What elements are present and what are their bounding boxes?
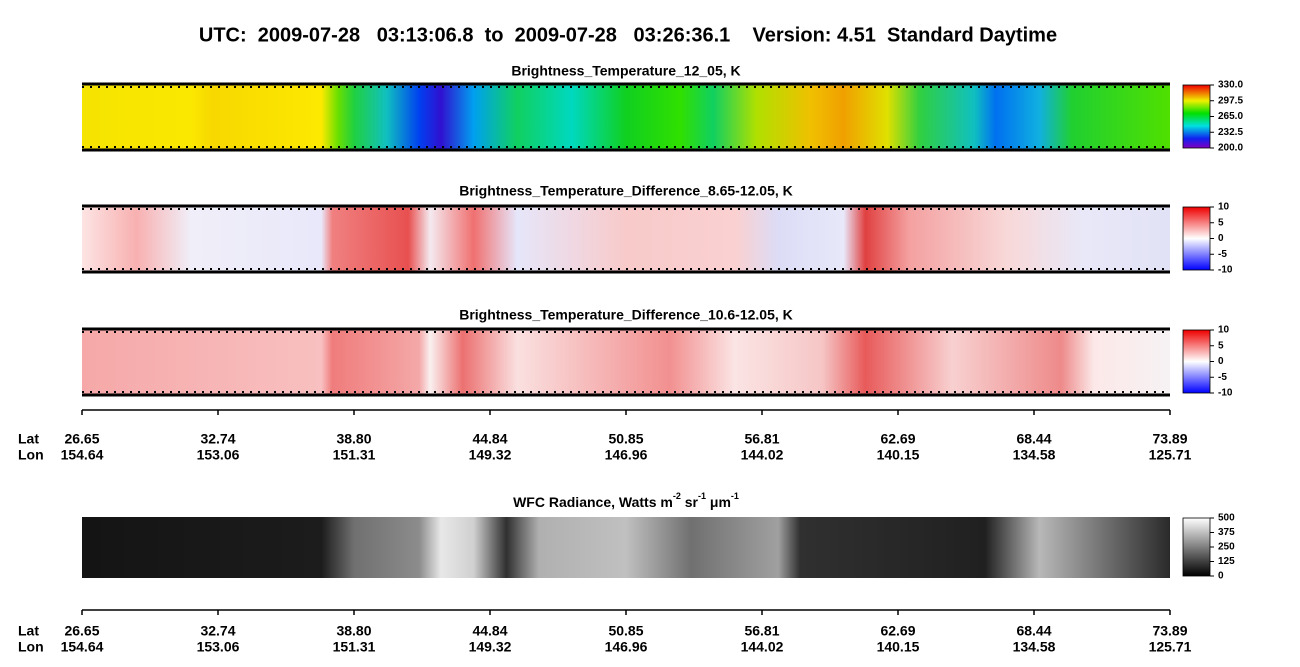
title-part: -1 [731, 491, 739, 501]
colorbar-tick-label: 10 [1218, 202, 1230, 213]
colorbar [1182, 329, 1211, 394]
lon-label: 153.06 [197, 639, 240, 655]
colorbar-tick-label: 265.0 [1218, 111, 1243, 122]
colorbar-tick-label: 250 [1218, 542, 1235, 553]
lat-label: 50.85 [608, 431, 643, 447]
colorbar-tick-label: -10 [1218, 388, 1233, 399]
axis-row-label: Lon [18, 639, 44, 655]
lon-label: 153.06 [197, 447, 240, 463]
lat-label: 56.81 [744, 623, 779, 639]
colorbar-tick-label: 232.5 [1218, 127, 1243, 138]
lat-label: 26.65 [64, 623, 99, 639]
lat-label: 50.85 [608, 623, 643, 639]
lon-label: 154.64 [61, 447, 104, 463]
colorbar-tick-label: 125 [1218, 556, 1235, 567]
lat-label: 38.80 [336, 623, 371, 639]
panel-title: WFC Radiance, Watts m-2 sr-1 μm-1 [513, 491, 739, 509]
lon-label: 146.96 [605, 447, 648, 463]
lon-label: 151.31 [333, 447, 376, 463]
lat-label: 32.74 [200, 623, 235, 639]
colorbar [1182, 84, 1211, 149]
colorbar-tick-label: 5 [1218, 340, 1224, 351]
lat-label: 44.84 [472, 623, 507, 639]
title-part: -1 [698, 491, 706, 501]
lon-label: 144.02 [741, 447, 784, 463]
colorbar-tick-label: 200.0 [1218, 143, 1243, 154]
image-strip [82, 329, 1170, 395]
lat-label: 44.84 [472, 431, 507, 447]
panel-title: Brightness_Temperature_Difference_10.6-1… [459, 307, 793, 323]
colorbar [1182, 517, 1211, 577]
lon-label: 125.71 [1149, 639, 1192, 655]
colorbar-tick-label: -5 [1218, 372, 1227, 383]
lon-label: 140.15 [877, 447, 920, 463]
lon-label: 149.32 [469, 447, 512, 463]
colorbar-tick-label: -10 [1218, 265, 1233, 276]
lat-label: 32.74 [200, 431, 235, 447]
panel-title: Brightness_Temperature_Difference_8.65-1… [459, 183, 793, 199]
axis-row-label: Lat [18, 623, 39, 639]
colorbar-tick-label: 375 [1218, 527, 1235, 538]
image-strip [82, 206, 1170, 272]
title-part: sr [681, 494, 699, 510]
colorbar-tick-label: 0 [1218, 356, 1224, 367]
colorbar-tick-label: -5 [1218, 249, 1227, 260]
lon-label: 151.31 [333, 639, 376, 655]
title-part: μm [706, 494, 731, 510]
lon-label: 134.58 [1013, 447, 1056, 463]
lat-label: 62.69 [880, 431, 915, 447]
lon-label: 134.58 [1013, 639, 1056, 655]
colorbar [1182, 206, 1211, 271]
colorbar-tick-label: 10 [1218, 325, 1230, 336]
lat-label: 73.89 [1152, 431, 1187, 447]
lon-label: 125.71 [1149, 447, 1192, 463]
lon-label: 140.15 [877, 639, 920, 655]
lat-label: 56.81 [744, 431, 779, 447]
lon-label: 144.02 [741, 639, 784, 655]
lat-label: 26.65 [64, 431, 99, 447]
colorbar-tick-label: 0 [1218, 571, 1224, 582]
lat-label: 38.80 [336, 431, 371, 447]
colorbar-tick-label: 297.5 [1218, 95, 1243, 106]
lon-label: 154.64 [61, 639, 104, 655]
image-strip [82, 517, 1170, 578]
lat-label: 73.89 [1152, 623, 1187, 639]
lon-label: 146.96 [605, 639, 648, 655]
lat-label: 62.69 [880, 623, 915, 639]
axis-row-label: Lon [18, 447, 44, 463]
panel-title: Brightness_Temperature_12_05, K [511, 63, 740, 79]
title-part: WFC Radiance, Watts m [513, 494, 673, 510]
lon-label: 149.32 [469, 639, 512, 655]
axis-row-label: Lat [18, 431, 39, 447]
lat-label: 68.44 [1016, 623, 1051, 639]
colorbar-tick-label: 330.0 [1218, 80, 1243, 91]
title-part: -2 [673, 491, 681, 501]
colorbar-tick-label: 5 [1218, 217, 1224, 228]
colorbar-tick-label: 0 [1218, 233, 1224, 244]
lat-label: 68.44 [1016, 431, 1051, 447]
colorbar-tick-label: 500 [1218, 513, 1235, 524]
figure-title: UTC: 2009-07-28 03:13:06.8 to 2009-07-28… [199, 24, 1057, 46]
image-strip [82, 84, 1170, 150]
